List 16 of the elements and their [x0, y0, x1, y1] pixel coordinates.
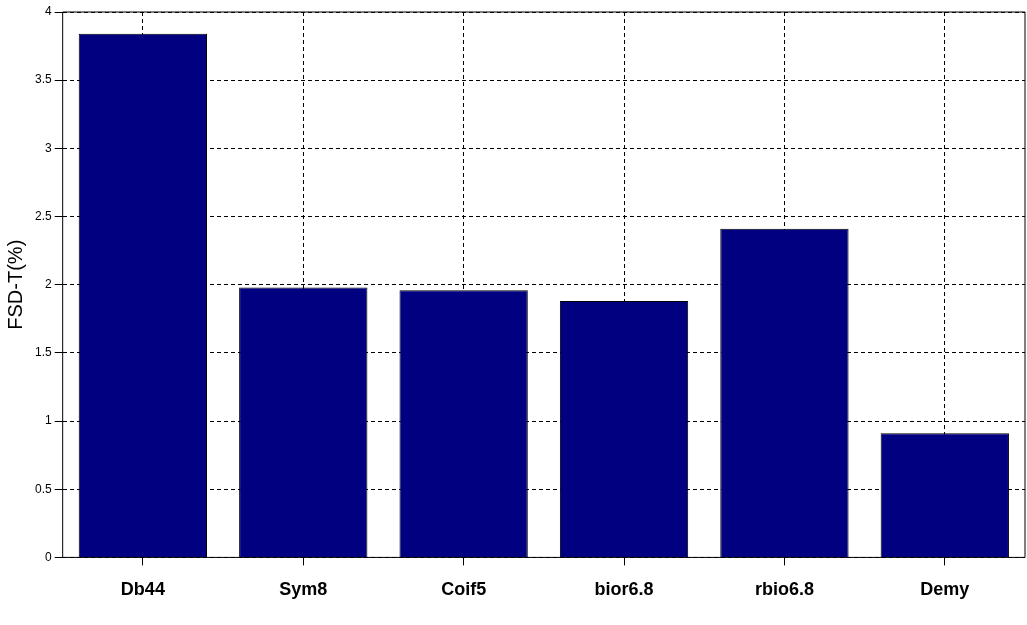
x-tick-label: Db44: [120, 579, 165, 600]
y-tick-label: 2: [44, 277, 52, 292]
x-tick-label: Demy: [920, 579, 970, 600]
x-tick-label: rbio6.8: [754, 579, 814, 600]
y-axis-title: FSD-T(%): [3, 239, 26, 330]
y-tick-label: 3.5: [34, 72, 52, 87]
x-tick-label: bior6.8: [594, 579, 654, 600]
y-tick-label: 3: [44, 140, 52, 155]
x-tick-label: Sym8: [279, 579, 328, 600]
y-tick-label: 0: [44, 549, 52, 564]
y-tick-label: 0.5: [34, 481, 52, 496]
y-tick-label: 4: [44, 4, 52, 19]
y-tick-label: 1.5: [34, 345, 52, 360]
y-tick-label: 2.5: [34, 208, 52, 223]
x-tick-label: Coif5: [441, 579, 487, 600]
y-tick-label: 1: [44, 413, 52, 428]
